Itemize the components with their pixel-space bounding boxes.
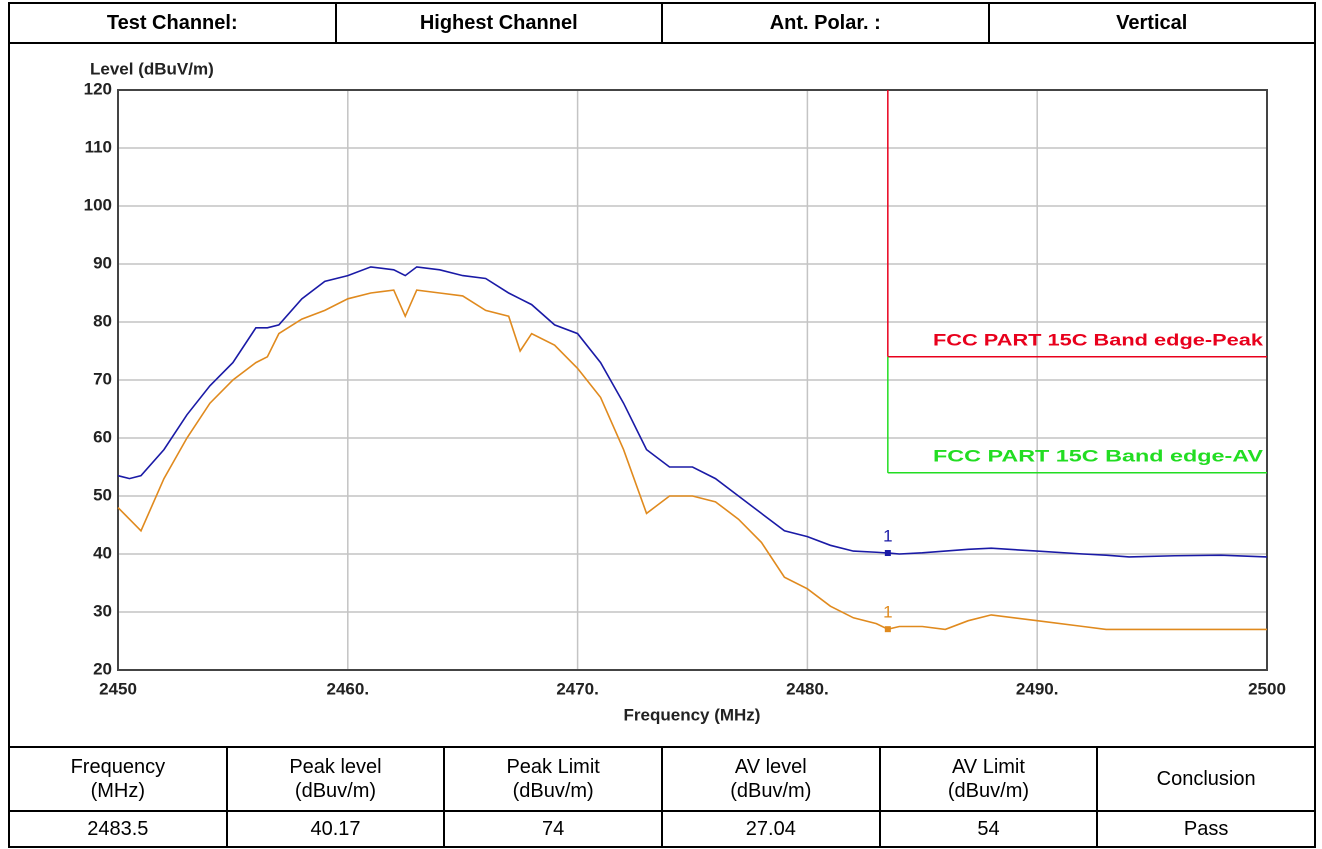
y-tick-label: 80 — [93, 311, 112, 330]
result-table: Frequency (MHz) Peak level (dBuv/m) Peak… — [8, 746, 1316, 848]
header-table: Test Channel: Highest Channel Ant. Polar… — [8, 2, 1316, 44]
header-cell: Test Channel: — [8, 2, 337, 44]
x-axis-label: Frequency (MHz) — [624, 705, 761, 724]
table-cell: Pass — [1096, 810, 1316, 848]
table-header: AV level (dBuv/m) — [660, 746, 881, 812]
table-header: Peak level (dBuv/m) — [225, 746, 446, 812]
marker — [884, 626, 891, 633]
y-tick-label: 40 — [93, 543, 112, 562]
x-tick-label: 2450 — [99, 679, 137, 698]
table-cell: 74 — [443, 810, 663, 848]
y-tick-label: 110 — [85, 137, 112, 156]
header-cell: Vertical — [987, 2, 1316, 44]
table-cell: 2483.5 — [8, 810, 228, 848]
y-tick-label: 120 — [84, 79, 112, 98]
chart-frame — [8, 44, 1316, 746]
table-header: Peak Limit (dBuv/m) — [443, 746, 663, 812]
x-tick-label: 2490. — [1016, 679, 1059, 698]
header-cell: Highest Channel — [334, 2, 663, 44]
limit-label: FCC PART 15C Band edge-Peak — [933, 330, 1264, 349]
y-axis-label: Level (dBuV/m) — [90, 59, 214, 78]
series-line — [117, 289, 1267, 631]
y-tick-label: 60 — [93, 427, 112, 446]
marker-label: 1 — [883, 603, 892, 622]
marker — [884, 550, 891, 557]
y-tick-label: 20 — [93, 659, 112, 678]
table-cell: 40.17 — [225, 810, 446, 848]
header-cell: Ant. Polar. : — [661, 2, 990, 44]
x-tick-label: 2470. — [556, 679, 599, 698]
plot-border — [117, 89, 1268, 671]
marker-label: 1 — [883, 526, 892, 545]
y-tick-label: 100 — [84, 195, 112, 214]
limit-label: FCC PART 15C Band edge-AV — [933, 446, 1264, 465]
y-tick-label: 50 — [93, 485, 112, 504]
y-tick-label: 70 — [93, 369, 112, 388]
x-tick-label: 2460. — [327, 679, 370, 698]
y-tick-label: 90 — [93, 253, 112, 272]
table-header: Frequency (MHz) — [8, 746, 228, 812]
x-tick-label: 2480. — [786, 679, 829, 698]
table-header: AV Limit (dBuv/m) — [878, 746, 1099, 812]
series-line — [117, 266, 1268, 558]
table-cell: 27.04 — [660, 810, 881, 848]
table-cell: 54 — [878, 810, 1099, 848]
x-tick-label: 2500 — [1248, 679, 1286, 698]
chart: Level (dBuV/m) Frequency (MHz) 20 30 40 50 6… — [84, 59, 1286, 724]
table-header: Conclusion — [1096, 746, 1316, 812]
y-tick-label: 30 — [93, 601, 112, 620]
